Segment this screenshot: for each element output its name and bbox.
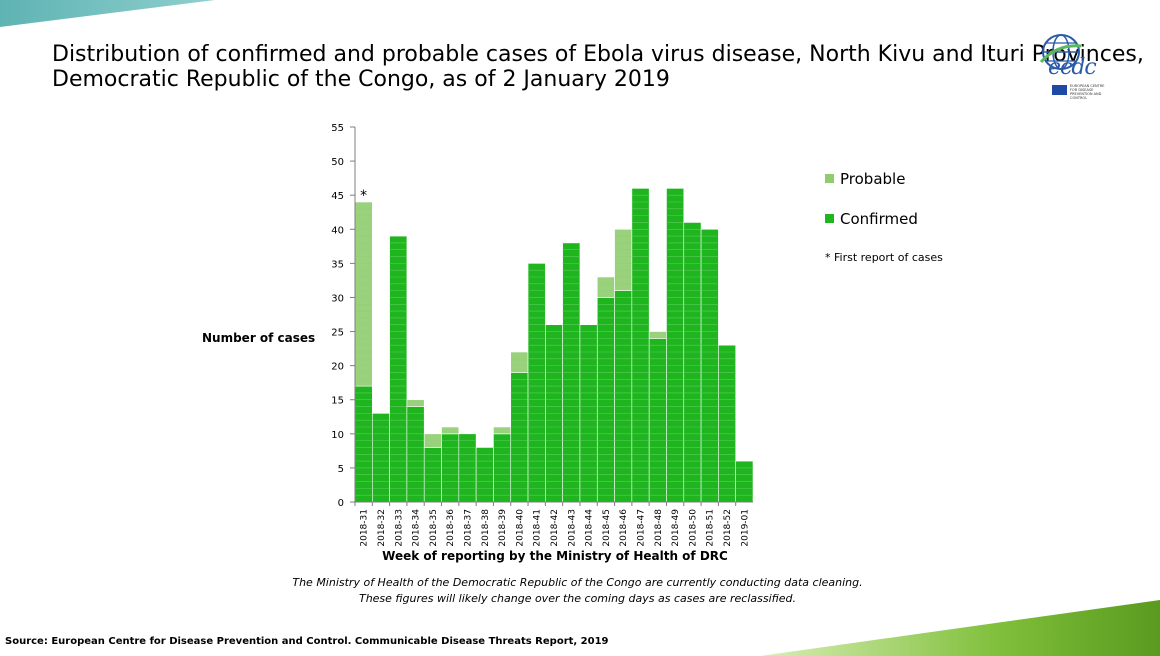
title-line-1: Distribution of confirmed and probable c… [52,42,1144,67]
x-tick-label: 2018-34 [412,509,422,547]
logo-wordmark: ecdc [1048,55,1097,80]
logo-subtext: EUROPEAN CENTRE FOR DISEASE PREVENTION A… [1070,84,1105,100]
x-tick-label: 2018-40 [515,509,525,547]
ecdc-logo: ecdc EUROPEAN CENTRE FOR DISEASE PREVENT… [1032,30,1122,100]
bar-probable [441,426,460,435]
x-axis-label: Week of reporting by the Ministry of Hea… [382,549,728,563]
x-tick-label: 2018-38 [481,509,491,547]
y-tick-label: 5 [338,464,344,475]
bar-confirmed [510,372,529,503]
x-tick-label: 2018-48 [654,509,664,547]
x-tick-label: 2018-49 [671,509,681,547]
note-line-1: The Ministry of Health of the Democratic… [292,576,863,589]
bar-confirmed [614,290,633,503]
y-tick-label: 55 [331,123,344,134]
x-tick-label: 2018-37 [463,509,473,547]
bar-probable [614,228,633,291]
y-tick-label: 10 [331,430,344,441]
legend-label-confirmed: Confirmed [840,210,918,228]
y-tick-label: 35 [331,259,344,270]
y-tick-label: 50 [331,157,344,168]
x-tick-label: 2019-01 [740,509,750,547]
y-tick-label: 0 [338,498,344,509]
bar-confirmed [527,263,546,503]
y-tick-label: 40 [331,225,344,236]
bar-confirmed [683,222,702,503]
bar-probable [596,276,615,298]
title-line-2: Democratic Republic of the Congo, as of … [52,67,670,92]
slide-title: Distribution of confirmed and probable c… [52,42,1144,92]
y-tick-label: 45 [331,191,344,202]
x-tick-label: 2018-36 [446,509,456,547]
y-tick-label: 25 [331,328,344,339]
x-tick-label: 2018-32 [377,509,387,547]
bar-confirmed [718,344,736,503]
eu-flag-icon [1052,85,1067,95]
bar-confirmed [354,385,373,503]
bar-probable [493,426,512,435]
source-citation: Source: European Centre for Disease Prev… [5,636,609,647]
x-tick-label: 2018-46 [619,509,629,547]
x-tick-label: 2018-42 [550,509,560,547]
data-cleaning-note: The Ministry of Health of the Democratic… [220,575,935,607]
bar-probable [648,331,667,339]
x-tick-label: 2018-44 [585,509,595,547]
x-tick-label: 2018-45 [602,509,612,547]
y-tick-label: 30 [331,293,344,304]
x-tick-label: 2018-39 [498,509,508,547]
bar-probable [354,201,373,387]
bar-probable [510,351,529,373]
bar-confirmed [389,235,408,503]
x-tick-label: 2018-51 [706,509,716,547]
x-tick-label: 2018-35 [429,509,439,547]
x-tick-label: 2018-41 [533,509,543,547]
note-line-2: These figures will likely change over th… [358,592,797,605]
bar-probable [423,433,442,448]
legend-note: * First report of cases [825,251,943,264]
x-tick-label: 2018-50 [688,509,698,547]
legend-swatch-probable [825,174,834,183]
x-tick-label: 2018-52 [723,509,733,547]
y-tick-label: 20 [331,362,344,373]
legend-swatch-confirmed [825,214,834,223]
bar-probable [406,399,425,407]
legend-item-confirmed: Confirmed [825,210,918,228]
x-tick-label: 2018-43 [567,509,577,547]
x-tick-label: 2018-31 [360,509,370,547]
globe-icon [1039,34,1082,70]
y-tick-label: 15 [331,396,344,407]
bar-confirmed [372,413,390,503]
first-report-annotation: * [360,188,367,204]
y-axis-label: Number of cases [202,331,316,345]
x-tick-label: 2018-47 [637,509,647,547]
legend-label-probable: Probable [840,170,906,188]
legend-item-probable: Probable [825,170,905,188]
x-tick-label: 2018-33 [394,509,404,547]
